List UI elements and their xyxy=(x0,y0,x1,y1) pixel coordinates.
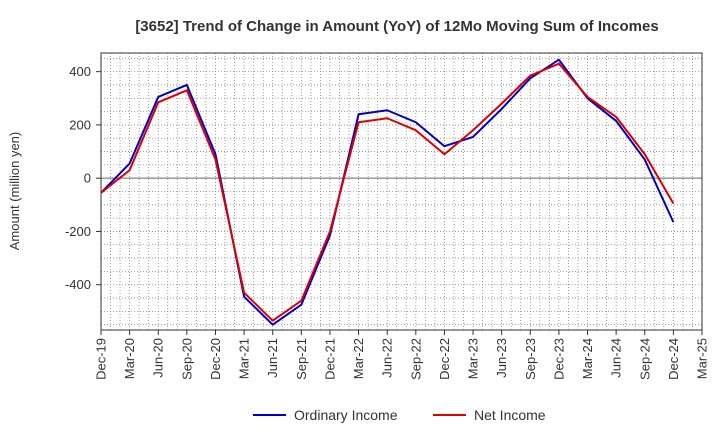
x-tick-label: Mar-22 xyxy=(351,338,366,379)
y-tick-label: 200 xyxy=(69,117,91,132)
x-tick-label: Sep-24 xyxy=(637,338,652,380)
legend-label-net-income: Net Income xyxy=(474,407,546,423)
y-tick-label: -400 xyxy=(65,277,91,292)
x-tick-label: Mar-20 xyxy=(122,338,137,379)
x-tick-label: Mar-25 xyxy=(695,338,710,379)
x-tick-label: Mar-21 xyxy=(237,338,252,379)
x-tick-label: Dec-23 xyxy=(551,338,566,380)
x-tick-label: Jun-22 xyxy=(380,338,395,378)
x-tick-label: Mar-24 xyxy=(580,338,595,379)
y-tick-label: 0 xyxy=(84,171,91,186)
x-tick-label: Dec-19 xyxy=(94,338,109,380)
legend: Ordinary Income Net Income xyxy=(253,407,546,423)
x-tick-label: Sep-20 xyxy=(179,338,194,380)
x-tick-label: Mar-23 xyxy=(466,338,481,379)
x-tick-label: Sep-23 xyxy=(523,338,538,380)
x-tick-label: Sep-22 xyxy=(408,338,423,380)
y-axis-label: Amount (million yen) xyxy=(7,132,22,251)
x-tick-label: Jun-21 xyxy=(265,338,280,378)
x-tick-label: Dec-24 xyxy=(666,338,681,380)
x-tick-label: Dec-21 xyxy=(322,338,337,380)
legend-label-ordinary-income: Ordinary Income xyxy=(294,407,398,423)
x-tick-label: Jun-23 xyxy=(494,338,509,378)
x-tick-label: Jun-20 xyxy=(151,338,166,378)
y-tick-label: 400 xyxy=(69,64,91,79)
x-tick-label: Sep-21 xyxy=(294,338,309,380)
plot-area: 400 200 0 -200 -400 Dec-19 Mar-20 Jun-20 Sep-20 D… xyxy=(65,52,710,380)
chart-title: [3652] Trend of Change in Amount (YoY) o… xyxy=(135,18,658,35)
series-line-net-income xyxy=(100,62,675,322)
x-tick-label: Dec-22 xyxy=(437,338,452,380)
y-tick-label: -200 xyxy=(65,224,91,239)
x-tick-label: Dec-20 xyxy=(208,338,223,380)
x-tick-label: Jun-24 xyxy=(609,338,624,378)
